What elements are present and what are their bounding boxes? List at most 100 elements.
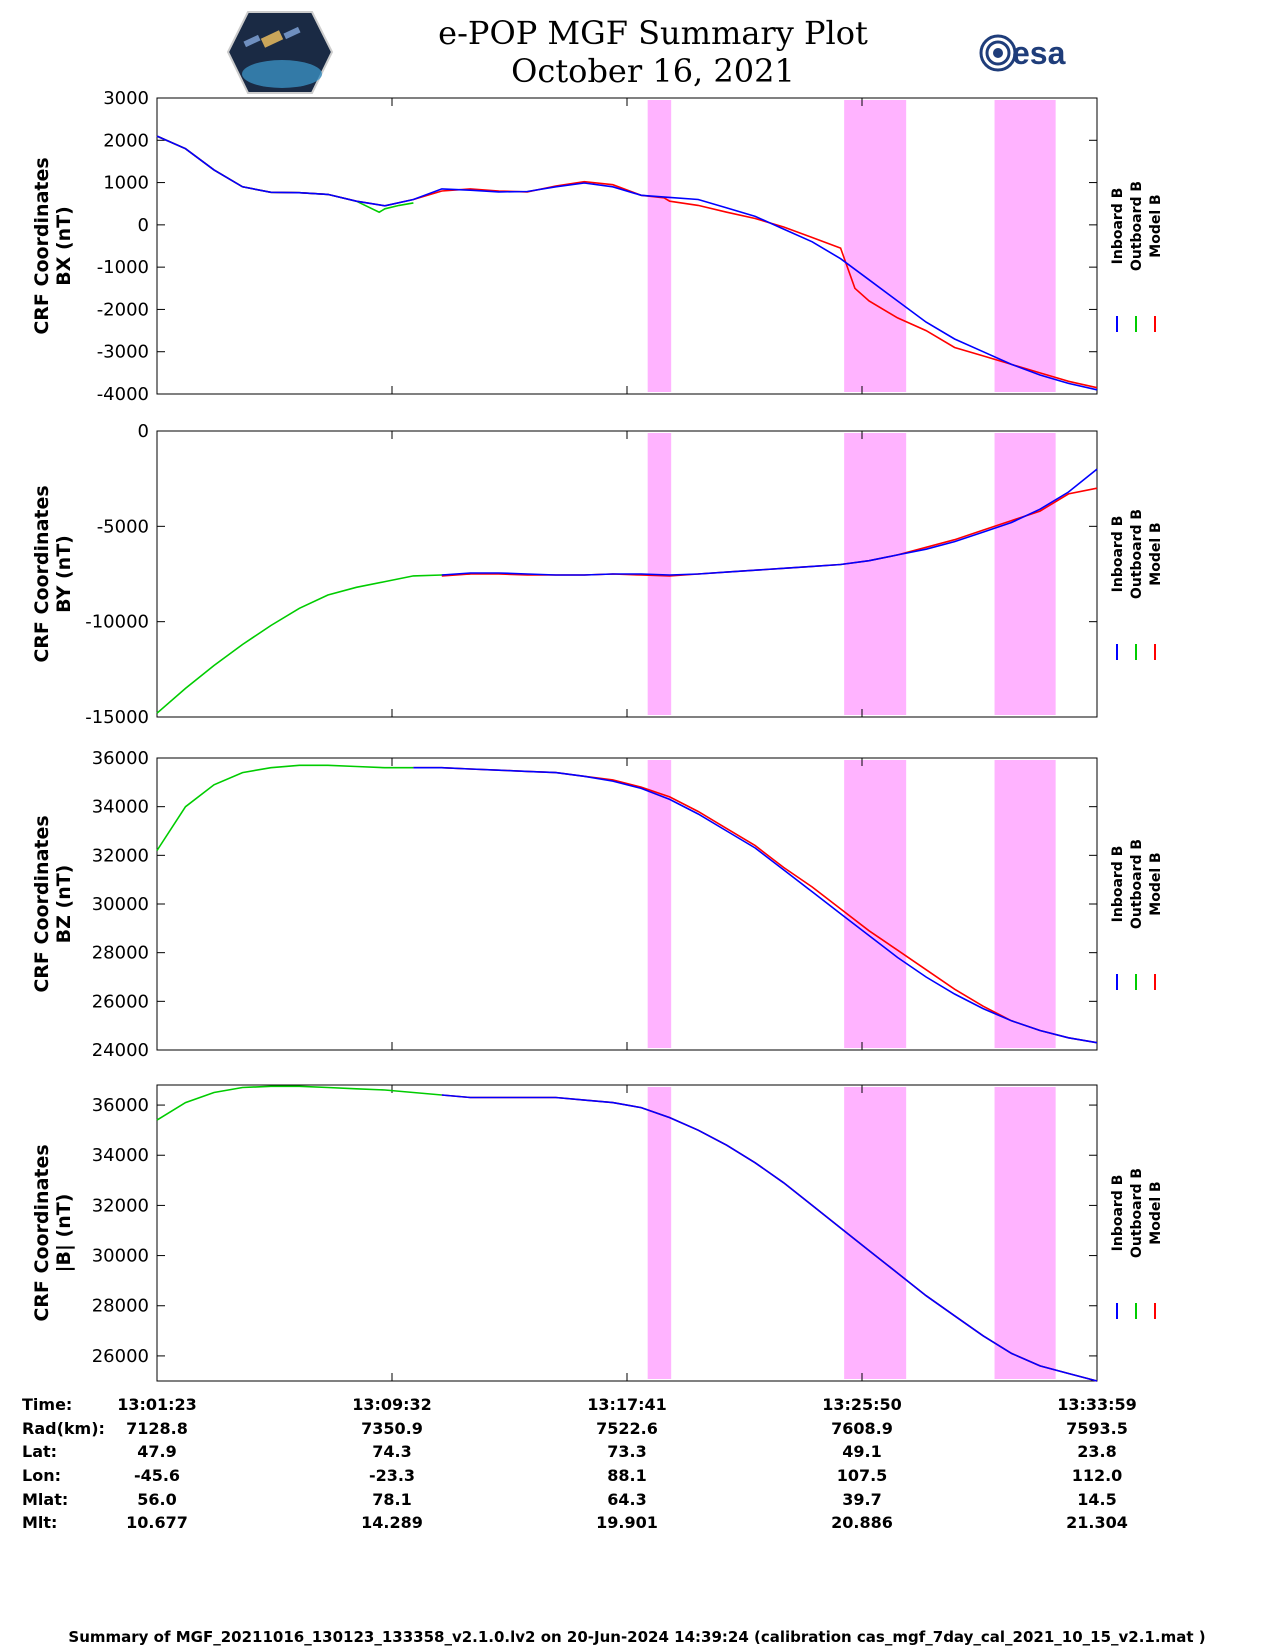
ephemeris-value: 112.0 (1072, 1466, 1123, 1485)
y-axis-label: CRF Coordinates (31, 1144, 53, 1321)
legend-label: Outboard B (1129, 181, 1145, 271)
chart-panel-2: 0 -5000 -10000 -15000 CRF Coordinates BY (nT)… (31, 421, 1164, 728)
ephemeris-value: -45.6 (134, 1466, 180, 1485)
y-tick-label: 32000 (92, 845, 149, 866)
ephemeris-row-label: Mlt: (22, 1513, 57, 1532)
y-axis-label: CRF Coordinates (31, 157, 53, 334)
shaded-interval (844, 760, 907, 1048)
y-tick-label: 0 (138, 215, 149, 236)
ephemeris-value: 7608.9 (831, 1419, 893, 1438)
series-model-b (413, 766, 1098, 1044)
shaded-interval (647, 1087, 672, 1379)
y-tick-label: 30000 (92, 894, 149, 915)
ephemeris-value: 20.886 (831, 1513, 893, 1532)
ephemeris-row-label: Rad(km): (22, 1419, 105, 1438)
ephemeris-value: 74.3 (372, 1442, 411, 1461)
chart-panels: 3000 2000 1000 0 -1000 -2000 -3000 -4000 CRF Coo… (31, 88, 1164, 1382)
ephemeris-row-label: Time: (22, 1395, 72, 1414)
y-tick-label: -15000 (85, 707, 149, 728)
ephemeris-value: 49.1 (842, 1442, 881, 1461)
series-outboard-b (156, 135, 414, 214)
legend-label: Outboard B (1129, 1168, 1145, 1258)
chart-panel-3: 36000 34000 32000 30000 28000 26000 24000 CRF C… (31, 748, 1164, 1061)
y-axis-label: BZ (nT) (53, 865, 75, 944)
y-tick-label: 34000 (92, 797, 149, 818)
legend-label: Model B (1148, 1181, 1164, 1244)
ephemeris-value: 19.901 (596, 1513, 658, 1532)
y-tick-label: 1000 (103, 173, 149, 194)
ephemeris-value: 7350.9 (361, 1419, 423, 1438)
ephemeris-value: 107.5 (837, 1466, 888, 1485)
ephemeris-value: 21.304 (1066, 1513, 1128, 1532)
plot-frame (156, 97, 1098, 395)
ephemeris-value: -23.3 (369, 1466, 415, 1485)
esa-wordmark: esa (1012, 35, 1066, 71)
legend-label: Model B (1148, 852, 1164, 915)
y-tick-label: 26000 (92, 1346, 149, 1367)
ephemeris-row-label: Mlat: (22, 1490, 68, 1509)
esa-logo: esa (979, 34, 1066, 72)
ephemeris-value: 56.0 (137, 1490, 176, 1509)
series-outboard-b (156, 573, 471, 714)
plot-frame (156, 1084, 1098, 1382)
y-tick-label: 36000 (92, 1095, 149, 1116)
y-tick-label: 34000 (92, 1145, 149, 1166)
shaded-interval (844, 1087, 907, 1379)
ephemeris-value: 78.1 (372, 1490, 411, 1509)
series-model-b (156, 135, 1098, 389)
series-inboard-b (156, 135, 1098, 391)
ephemeris-table: Time: Rad(km): Lat: Lon: Mlat: Mlt: 13:01:23 71… (22, 1395, 1137, 1532)
y-tick-label: 30000 (92, 1246, 149, 1267)
ephemeris-value: 13:01:23 (117, 1395, 197, 1414)
y-tick-label: -1000 (97, 257, 149, 278)
ephemeris-value: 73.3 (607, 1442, 646, 1461)
chart-panel-1: 3000 2000 1000 0 -1000 -2000 -3000 -4000 CRF Coo… (31, 88, 1164, 405)
shaded-interval (647, 760, 672, 1048)
plot-frame (156, 757, 1098, 1051)
y-tick-label: 3000 (103, 88, 149, 109)
shaded-interval (844, 100, 907, 392)
series-inboard-b (441, 468, 1098, 576)
legend-label: Outboard B (1129, 509, 1145, 599)
y-tick-label: 28000 (92, 1296, 149, 1317)
series-inboard-b (413, 766, 1098, 1044)
shaded-interval (994, 433, 1056, 715)
ephemeris-value: 13:33:59 (1057, 1395, 1137, 1414)
chart-subtitle: October 16, 2021 (511, 52, 795, 90)
shaded-interval (994, 1087, 1056, 1379)
ephemeris-value: 23.8 (1077, 1442, 1116, 1461)
y-tick-label: 24000 (92, 1040, 149, 1061)
ephemeris-value: 7128.8 (126, 1419, 188, 1438)
ephemeris-value: 14.289 (361, 1513, 423, 1532)
series-outboard-b (156, 1085, 442, 1121)
y-tick-label: 2000 (103, 130, 149, 151)
legend-label: Inboard B (1110, 516, 1126, 593)
ephemeris-row-label: Lon: (22, 1466, 61, 1485)
y-tick-label: -3000 (97, 342, 149, 363)
y-tick-label: -10000 (85, 612, 149, 633)
chart-panel-4: 36000 34000 32000 30000 28000 26000 CRF Coordi… (31, 1084, 1164, 1382)
y-tick-label: 0 (138, 421, 149, 442)
ephemeris-value: 39.7 (842, 1490, 881, 1509)
ephemeris-value: 13:25:50 (822, 1395, 902, 1414)
shaded-interval (994, 100, 1056, 392)
legend-label: Inboard B (1110, 1175, 1126, 1252)
y-axis-label: |B| (nT) (53, 1194, 75, 1273)
legend-label: Inboard B (1110, 846, 1126, 923)
y-tick-label: 32000 (92, 1195, 149, 1216)
footer-summary: Summary of MGF_20211016_130123_133358_v2… (68, 1628, 1205, 1646)
shaded-interval (647, 100, 672, 392)
y-tick-label: -4000 (97, 384, 149, 405)
legend-label: Outboard B (1129, 839, 1145, 929)
ephemeris-row-label: Lat: (22, 1442, 57, 1461)
ephemeris-value: 7593.5 (1066, 1419, 1128, 1438)
y-tick-label: -5000 (97, 516, 149, 537)
y-tick-label: 36000 (92, 748, 149, 769)
shaded-interval (844, 433, 907, 715)
y-axis-label: CRF Coordinates (31, 815, 53, 992)
ephemeris-value: 13:09:32 (352, 1395, 432, 1414)
y-axis-label: BX (nT) (53, 206, 75, 286)
legend-label: Model B (1148, 194, 1164, 257)
ephemeris-value: 13:17:41 (587, 1395, 667, 1414)
ephemeris-value: 64.3 (607, 1490, 646, 1509)
